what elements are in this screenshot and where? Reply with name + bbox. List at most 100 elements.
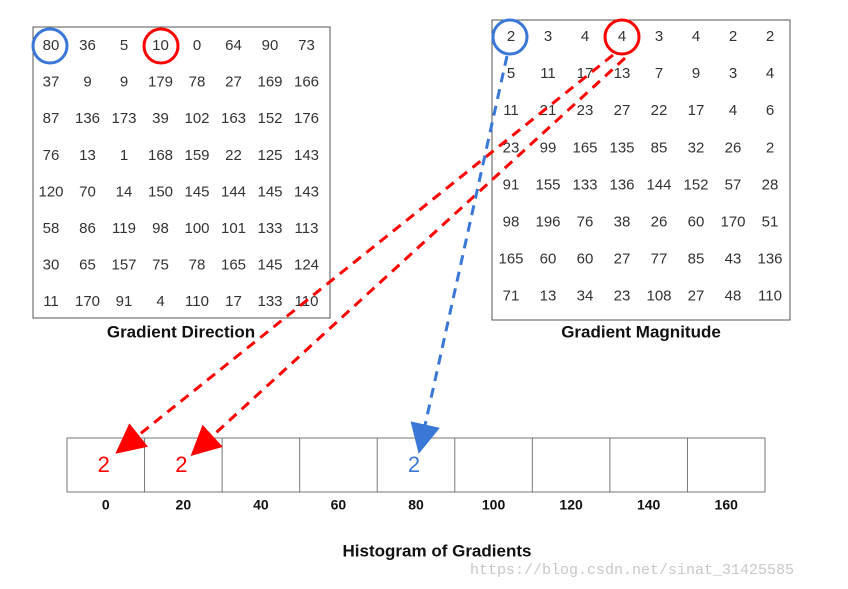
bin-value: 2: [408, 452, 420, 477]
grid-cell: 110: [758, 288, 782, 305]
grid-cell: 70: [79, 183, 96, 200]
grid-cell: 145: [257, 257, 282, 274]
arrows: [31, 18, 641, 457]
magnitude-caption: Gradient Magnitude: [561, 322, 721, 341]
grid-cell: 17: [577, 65, 594, 82]
grid-cell: 2: [729, 28, 737, 45]
grid-cell: 27: [614, 251, 631, 268]
grid-cell: 101: [221, 220, 246, 237]
grid-cell: 110: [185, 293, 209, 310]
grid-cell: 143: [294, 183, 319, 200]
grid-cell: 23: [577, 102, 594, 119]
grid-cell: 90: [262, 37, 279, 54]
grid-cell: 27: [225, 74, 242, 91]
grid-cell: 170: [75, 293, 100, 310]
grid-cell: 14: [116, 183, 133, 200]
grid-cell: 58: [43, 220, 60, 237]
grid-cell: 144: [646, 176, 671, 193]
grid-cell: 43: [725, 251, 742, 268]
grid-cell: 60: [577, 251, 594, 268]
grid-cell: 78: [189, 257, 206, 274]
grid-cell: 133: [257, 293, 282, 310]
highlight-circle: [31, 27, 69, 65]
grid-cell: 9: [692, 65, 700, 82]
grid-cell: 152: [257, 110, 282, 127]
grid-cell: 75: [152, 257, 169, 274]
grid-cell: 64: [225, 37, 242, 54]
grid-cell: 196: [535, 213, 560, 230]
grid-cell: 34: [577, 288, 594, 305]
highlight-circle: [603, 18, 641, 56]
grid-cell: 102: [184, 110, 209, 127]
grid-cell: 11: [540, 65, 556, 82]
grid-cell: 166: [294, 74, 319, 91]
grid-cell: 13: [614, 65, 631, 82]
grid-cell: 168: [148, 147, 173, 164]
grid-cell: 133: [572, 176, 597, 193]
grid-cell: 26: [651, 213, 668, 230]
grid-cell: 4: [156, 293, 164, 310]
grid-cell: 2: [507, 28, 515, 45]
arrow: [115, 53, 614, 454]
grid-cell: 136: [757, 251, 782, 268]
grid-cell: 21: [540, 102, 557, 119]
grid-cell: 165: [498, 251, 523, 268]
grid-cell: 36: [79, 37, 96, 54]
grid-cell: 77: [651, 251, 668, 268]
grid-cell: 108: [646, 288, 671, 305]
bin-label: 140: [637, 497, 661, 513]
grid-cell: 0: [193, 37, 201, 54]
grid-cell: 133: [257, 220, 282, 237]
grid-cell: 30: [43, 257, 60, 274]
grid-cell: 38: [614, 213, 631, 230]
grid-cell: 2: [766, 28, 774, 45]
grid-cell: 39: [152, 110, 169, 127]
bin-value: 2: [98, 452, 110, 477]
arrow: [190, 56, 627, 457]
grid-cell: 98: [503, 213, 520, 230]
highlight-circle: [491, 18, 529, 56]
grid-cell: 157: [111, 257, 136, 274]
grid-cell: 124: [294, 257, 319, 274]
grid-cell: 179: [148, 74, 173, 91]
magnitude-box: [491, 19, 791, 321]
grid-cell: 145: [184, 183, 209, 200]
grid-cell: 169: [257, 74, 282, 91]
watermark: https://blog.csdn.net/sinat_31425585: [470, 562, 794, 579]
grid-cell: 152: [683, 176, 708, 193]
grid-cell: 11: [503, 102, 519, 119]
grid-cell: 125: [257, 147, 282, 164]
grid-cell: 120: [38, 183, 63, 200]
grid-cell: 17: [225, 293, 242, 310]
grid-cell: 100: [184, 220, 209, 237]
grid-cell: 119: [112, 220, 136, 237]
grid-cell: 60: [540, 251, 557, 268]
grid-cell: 91: [503, 176, 520, 193]
grid-cell: 5: [120, 37, 128, 54]
grid-cell: 4: [618, 28, 626, 45]
grid-cell: 9: [83, 74, 91, 91]
grid-cell: 85: [688, 251, 705, 268]
highlight-circle: [142, 27, 180, 65]
grid-cell: 22: [651, 102, 668, 119]
grid-cell: 159: [184, 147, 209, 164]
bin-label: 60: [331, 497, 347, 513]
grid-cell: 1: [120, 147, 128, 164]
grid-cell: 7: [655, 65, 663, 82]
histogram-title: Histogram of Gradients: [343, 541, 532, 560]
bin-label: 160: [715, 497, 739, 513]
grid-cell: 165: [572, 139, 597, 156]
grid-cell: 23: [614, 288, 631, 305]
grid-cell: 86: [79, 220, 96, 237]
grid-cell: 51: [762, 213, 779, 230]
grid-cell: 98: [152, 220, 169, 237]
grid-cell: 65: [79, 257, 96, 274]
grid-cell: 27: [614, 102, 631, 119]
grid-cell: 113: [295, 220, 319, 237]
grid-cell: 71: [503, 288, 520, 305]
grid-cell: 91: [116, 293, 133, 310]
grid-cell: 165: [221, 257, 246, 274]
grid-cell: 13: [79, 147, 96, 164]
grid-cell: 37: [43, 74, 60, 91]
